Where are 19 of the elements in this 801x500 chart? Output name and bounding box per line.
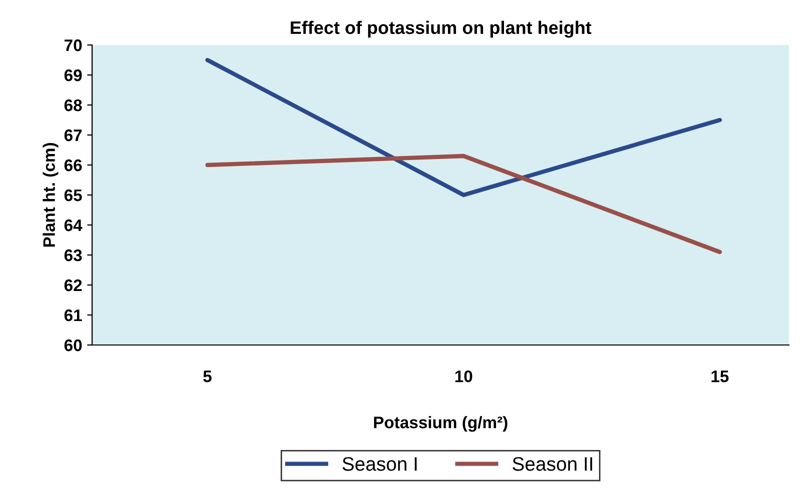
- y-tick-label: 61: [64, 309, 82, 322]
- legend-label: Season II: [512, 457, 592, 471]
- legend-label: Season I: [342, 457, 417, 471]
- y-tick-label: 60: [64, 339, 82, 352]
- y-axis-title: Plant ht. (cm): [42, 143, 58, 247]
- x-tick-label: 5: [203, 370, 212, 382]
- y-tick-label: 67: [64, 129, 82, 142]
- x-tick-label: 10: [455, 370, 472, 382]
- y-tick-label: 62: [64, 279, 82, 292]
- x-axis-title: Potassium (g/m²): [374, 416, 508, 432]
- x-tick-label: 15: [712, 370, 729, 382]
- chart-title: Effect of potassium on plant height: [290, 20, 592, 38]
- y-tick-label: 64: [64, 219, 82, 232]
- y-tick-label: 65: [64, 189, 82, 202]
- y-tick-label: 70: [64, 39, 82, 52]
- y-tick-label: 66: [64, 159, 82, 172]
- y-tick-label: 68: [64, 99, 82, 112]
- y-tick-label: 69: [64, 69, 82, 82]
- y-tick-label: 63: [64, 249, 82, 262]
